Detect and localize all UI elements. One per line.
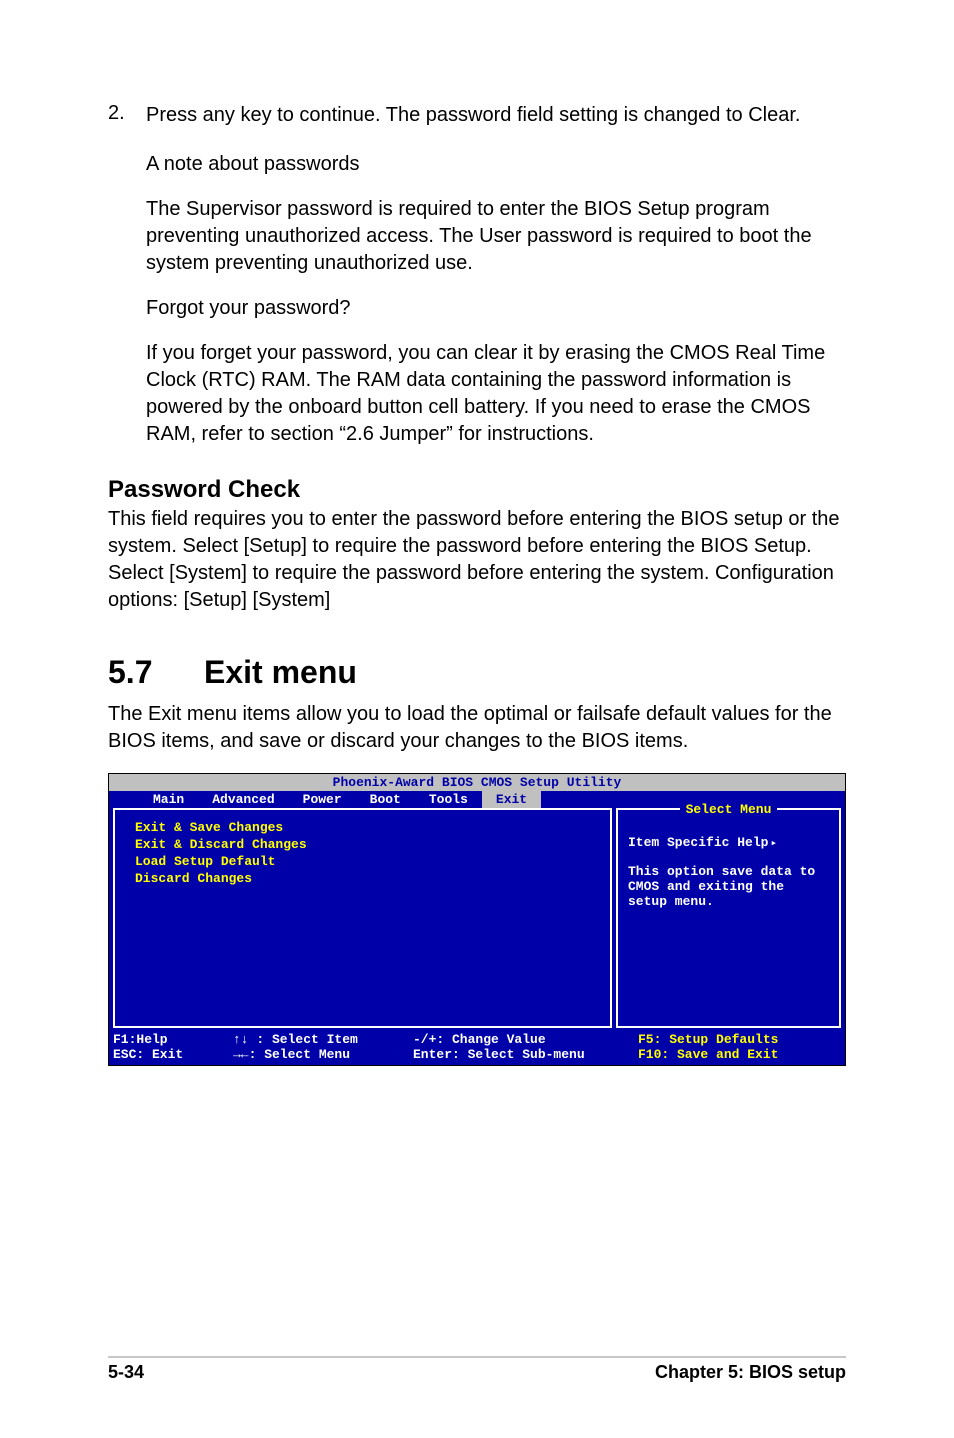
password-check-heading: Password Check [108, 476, 846, 504]
bios-help-body: This option save data to CMOS and exitin… [628, 864, 829, 909]
forgot-heading: Forgot your password? [146, 295, 846, 322]
bios-foot-changevalue: -/+: Change Value [413, 1032, 638, 1047]
bios-screenshot: Phoenix-Award BIOS CMOS Setup Utility Ma… [108, 773, 846, 1066]
forgot-body: If you forget your password, you can cle… [146, 340, 846, 448]
step-text: Press any key to continue. The password … [146, 102, 846, 129]
bios-menu-item: Discard Changes [135, 871, 610, 886]
section-title: Exit menu [204, 654, 357, 691]
bios-tab: Power [289, 791, 356, 808]
step-number: 2. [108, 102, 146, 129]
chapter-label: Chapter 5: BIOS setup [655, 1362, 846, 1383]
bios-menu-item: Exit & Discard Changes [135, 837, 610, 852]
bios-foot-selectitem: ↑↓ : Select Item [233, 1032, 413, 1047]
bios-tab: Main [139, 791, 198, 808]
bios-foot-f5: F5: Setup Defaults [638, 1032, 841, 1047]
bios-footer: F1:Help ↑↓ : Select Item -/+: Change Val… [109, 1032, 845, 1065]
note-heading: A note about passwords [146, 151, 846, 178]
bios-foot-f1: F1:Help [113, 1032, 233, 1047]
bios-menu-item: Exit & Save Changes [135, 820, 610, 835]
bios-tab: Boot [356, 791, 415, 808]
page-number: 5-34 [108, 1362, 144, 1383]
password-check-body: This field requires you to enter the pas… [108, 506, 846, 614]
section-number: 5.7 [108, 654, 204, 691]
bios-foot-esc: ESC: Exit [113, 1047, 233, 1062]
bios-tab: Exit [482, 791, 541, 808]
bios-menu-item: Load Setup Default [135, 854, 610, 869]
bios-help-panel: Select Menu Item Specific Help This opti… [616, 808, 841, 1028]
bios-foot-selectmenu: →←: Select Menu [233, 1047, 413, 1062]
bios-tab: Advanced [198, 791, 288, 808]
bios-help-title: Select Menu [680, 802, 778, 817]
note-body: The Supervisor password is required to e… [146, 196, 846, 277]
bios-foot-f10: F10: Save and Exit [638, 1047, 841, 1062]
section-intro: The Exit menu items allow you to load th… [108, 701, 846, 755]
bios-title: Phoenix-Award BIOS CMOS Setup Utility [109, 774, 845, 791]
bios-menu-panel: Exit & Save Changes Exit & Discard Change… [113, 808, 612, 1028]
bios-tab: Tools [415, 791, 482, 808]
bios-foot-enter: Enter: Select Sub-menu [413, 1047, 638, 1062]
